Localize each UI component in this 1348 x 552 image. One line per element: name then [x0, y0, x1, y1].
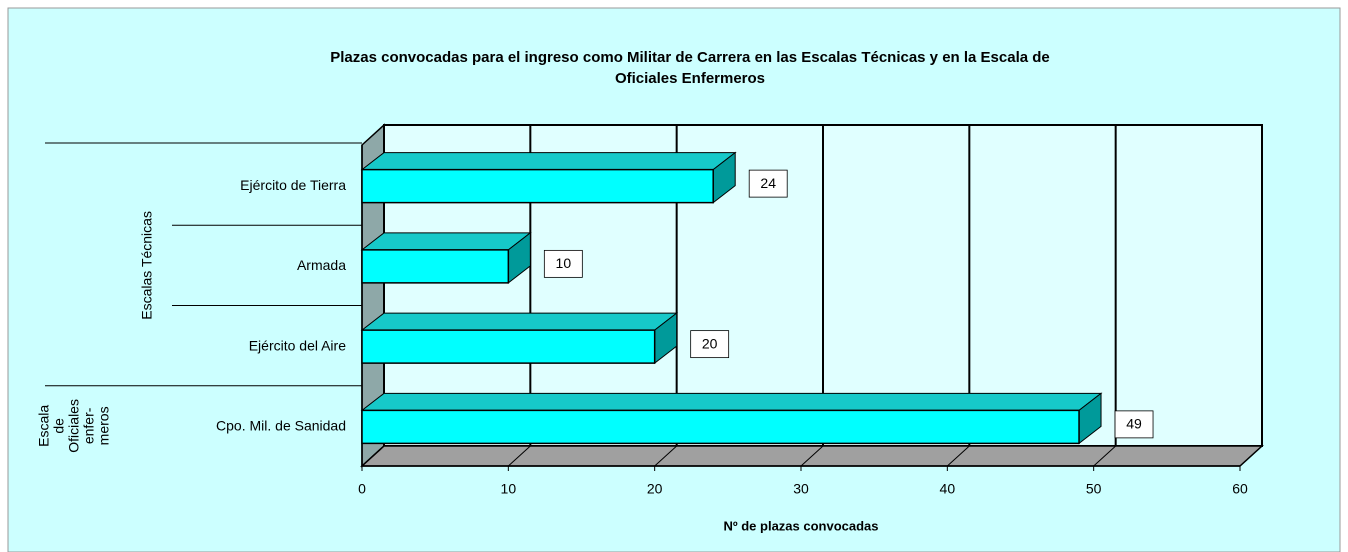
x-tick-label: 0: [358, 481, 366, 497]
y-tick-label: Ejército del Aire: [249, 337, 346, 353]
grid-line: [946, 445, 970, 467]
grid-line: [654, 445, 678, 467]
value-label: 49: [1126, 416, 1142, 432]
x-tick-label: 60: [1232, 481, 1248, 497]
bar: [360, 392, 1103, 445]
y-tick-label: Armada: [297, 257, 346, 273]
bar-top: [360, 232, 532, 251]
bar: [360, 151, 737, 204]
x-axis-title: Nº de plazas convocadas: [723, 518, 878, 533]
x-tick-label: 30: [793, 481, 809, 497]
group-label: enfer-: [81, 407, 97, 444]
chart-title: Plazas convocadas para el ingreso como M…: [330, 49, 1050, 66]
bar-front: [361, 329, 656, 364]
group-label: Oficiales: [66, 399, 82, 453]
bar-top: [360, 152, 737, 171]
x-tick-label: 40: [940, 481, 956, 497]
bar: [360, 231, 532, 284]
value-label: 24: [760, 175, 776, 191]
value-label-box: [543, 249, 583, 278]
x-tick-label: 50: [1086, 481, 1102, 497]
grid-line: [800, 445, 824, 467]
x-tick-label: 10: [501, 481, 517, 497]
group-label: Escalas Técnicas: [139, 211, 155, 320]
bar-top: [360, 312, 679, 331]
y-tick-label: Ejército de Tierra: [240, 177, 346, 193]
value-label-box: [1114, 410, 1154, 439]
bar-front: [361, 249, 510, 284]
x-tick-label: 20: [647, 481, 663, 497]
grid-line: [1093, 445, 1117, 467]
y-tick-label: Cpo. Mil. de Sanidad: [216, 418, 346, 434]
group-label: de: [51, 418, 67, 434]
grid-line: [507, 445, 531, 467]
chart-title: Oficiales Enfermeros: [615, 70, 765, 87]
bar-top: [360, 392, 1103, 411]
bar-front: [361, 409, 1080, 445]
value-label-box: [748, 169, 788, 198]
value-label: 20: [702, 335, 718, 351]
value-label: 10: [556, 255, 572, 271]
group-label: Escala: [36, 405, 52, 447]
bar-front: [361, 168, 714, 204]
grid-line: [1239, 445, 1263, 467]
value-label-box: [690, 330, 730, 359]
group-label: meros: [96, 406, 112, 445]
bar: [360, 312, 679, 365]
grid-line: [361, 445, 385, 467]
